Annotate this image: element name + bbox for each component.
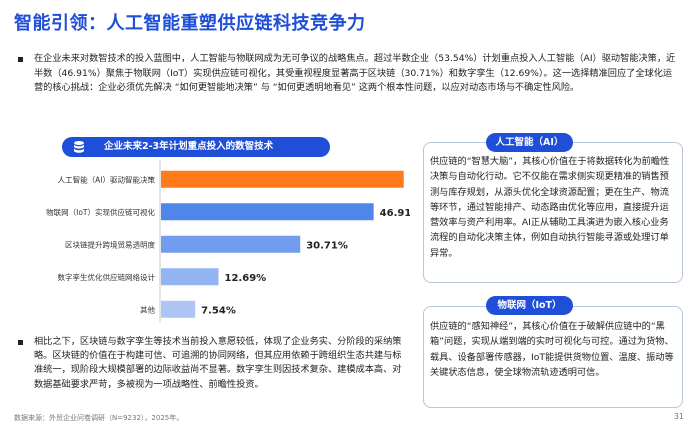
- outro-text: 相比之下，区块链与数字孪生等技术当前投入意愿较低，体现了企业务实、分阶段的采纳策…: [34, 336, 402, 390]
- value-label: 7.54%: [201, 305, 236, 316]
- category-label: 人工智能（AI）驱动智能决策: [58, 174, 156, 184]
- outro-paragraph: 相比之下，区块链与数字孪生等技术当前投入意愿较低，体现了企业务实、分阶段的采纳策…: [18, 335, 406, 392]
- iot-card: [423, 306, 683, 408]
- category-label: 数字孪生优化供应链网络设计: [58, 272, 156, 282]
- ai-card-title: 人工智能（AI）: [486, 133, 573, 152]
- category-label: 其他: [140, 304, 155, 314]
- bar: [161, 235, 301, 253]
- database-icon: [74, 141, 84, 153]
- bullet-icon: [18, 57, 23, 62]
- value-label: 12.69%: [225, 273, 267, 284]
- bar: [161, 268, 219, 286]
- chart-header: 企业未来2-3年计划重点投入的数智技术: [62, 137, 330, 157]
- bar: [161, 300, 196, 318]
- bar: [161, 203, 374, 221]
- ai-card-text: 供应链的“智慧大脑”，其核心价值在于将数据转化为前瞻性决策与自动化行动。它不仅能…: [430, 156, 670, 259]
- ai-card: [423, 142, 683, 283]
- category-label: 区块链提升跨境贸易透明度: [65, 239, 155, 249]
- value-label: 30.71%: [306, 240, 348, 251]
- iot-card-title: 物联网（IoT）: [486, 296, 573, 315]
- page-title: 智能引领：人工智能重塑供应链科技竞争力: [14, 13, 366, 34]
- data-source-note: 数据来源：外贸企业问卷调研（N=9232），2025年。: [14, 414, 184, 422]
- intro-text: 在企业未来对数智技术的投入蓝图中，人工智能与物联网成为无可争议的战略焦点。超过半…: [34, 53, 676, 93]
- value-label: 46.91%: [380, 208, 410, 219]
- category-label: 物联网（IoT）实现供应链可视化: [46, 207, 155, 217]
- page-number: 31: [673, 412, 684, 421]
- bullet-icon: [18, 340, 23, 345]
- bar-chart: 人工智能（AI）驱动智能决策53.54%物联网（IoT）实现供应链可视化46.9…: [46, 160, 410, 323]
- bar: [161, 170, 404, 188]
- intro-paragraph: 在企业未来对数智技术的投入蓝图中，人工智能与物联网成为无可争议的战略焦点。超过半…: [18, 52, 676, 96]
- iot-card-text: 供应链的“感知神经”，其核心价值在于破解供应链中的“黑箱”问题，实现从端到端的实…: [430, 321, 674, 378]
